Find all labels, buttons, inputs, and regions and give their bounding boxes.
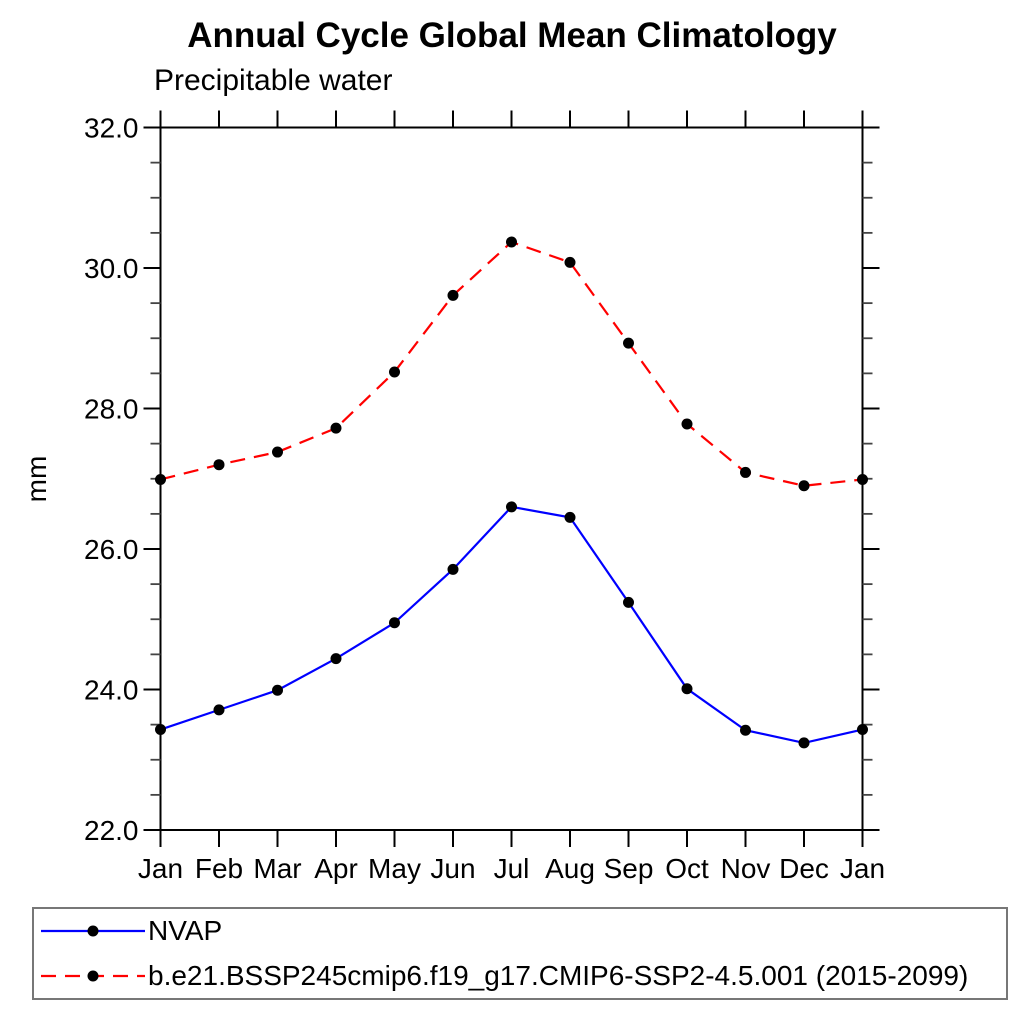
data-point-cmip6-ssp245	[506, 236, 517, 248]
data-point-cmip6-ssp245	[623, 337, 634, 349]
data-point-cmip6-ssp245	[798, 480, 810, 492]
series-line-cmip6-ssp245	[160, 240, 863, 487]
data-point-cmip6-ssp245	[155, 473, 166, 485]
data-point-nvap	[623, 596, 634, 608]
chart-subtitle: Precipitable water	[154, 64, 393, 97]
legend-item-nvap: NVAP	[34, 915, 1006, 947]
y-tick-label: 28.0	[84, 394, 139, 425]
x-tick-label: Dec	[779, 853, 829, 884]
data-point-cmip6-ssp245	[330, 422, 342, 434]
data-point-nvap	[155, 724, 166, 736]
series-line-nvap	[160, 505, 863, 745]
chart-title: Annual Cycle Global Mean Climatology	[187, 16, 837, 55]
legend-label-cmip6: b.e21.BSSP245cmip6.f19_g17.CMIP6-SSP2-4.…	[148, 959, 969, 991]
x-tick-label: Jun	[430, 853, 475, 884]
x-tick-label: Apr	[314, 853, 358, 884]
y-tick-label: 24.0	[84, 675, 139, 706]
data-point-nvap	[857, 724, 868, 736]
x-tick-label: Sep	[604, 853, 654, 884]
data-point-nvap	[213, 704, 225, 716]
data-point-nvap	[740, 724, 751, 736]
x-tick-label: Feb	[195, 853, 243, 884]
legend: NVAP b.e21.BSSP245cmip6.f19_g17.CMIP6-SS…	[32, 907, 1008, 1000]
data-point-nvap	[447, 563, 459, 575]
y-tick-label: 32.0	[84, 113, 139, 144]
x-tick-label: Oct	[665, 853, 709, 884]
data-point-cmip6-ssp245	[564, 256, 576, 268]
data-point-cmip6-ssp245	[857, 473, 868, 485]
y-tick-label: 30.0	[84, 253, 139, 284]
y-tick-label: 26.0	[84, 534, 139, 565]
x-tick-label: Nov	[721, 853, 771, 884]
x-tick-label: May	[368, 853, 421, 884]
data-point-cmip6-ssp245	[740, 466, 751, 478]
legend-line-sample-cmip6	[41, 970, 145, 982]
data-point-cmip6-ssp245	[389, 366, 400, 378]
legend-line-sample-nvap	[41, 925, 145, 937]
x-tick-label: Aug	[545, 853, 595, 884]
data-point-cmip6-ssp245	[681, 418, 693, 430]
y-tick-label: 22.0	[84, 815, 139, 846]
data-point-nvap	[272, 684, 283, 696]
data-point-nvap	[330, 653, 342, 665]
data-point-cmip6-ssp245	[272, 446, 283, 458]
data-point-nvap	[389, 617, 400, 629]
data-point-cmip6-ssp245	[213, 459, 225, 471]
plot-border	[159, 126, 864, 831]
data-point-nvap	[681, 683, 693, 695]
y-axis-title: mm	[21, 456, 52, 503]
data-point-nvap	[506, 501, 517, 513]
x-tick-label: Jan	[840, 853, 885, 884]
x-tick-label: Jan	[138, 853, 183, 884]
data-point-nvap	[798, 737, 810, 749]
data-point-nvap	[564, 511, 576, 523]
data-point-cmip6-ssp245	[447, 289, 459, 301]
x-tick-label: Mar	[253, 853, 301, 884]
x-tick-label: Jul	[494, 853, 530, 884]
legend-label-nvap: NVAP	[148, 915, 223, 947]
legend-item-cmip6: b.e21.BSSP245cmip6.f19_g17.CMIP6-SSP2-4.…	[34, 960, 1006, 992]
